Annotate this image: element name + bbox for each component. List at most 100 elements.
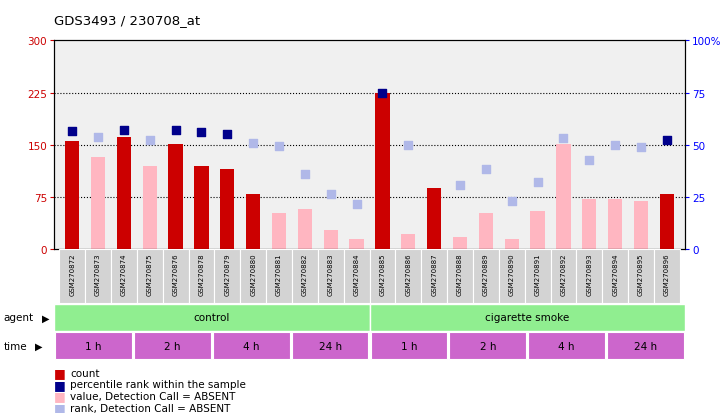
Text: value, Detection Call = ABSENT: value, Detection Call = ABSENT [70, 391, 235, 401]
Bar [91, 158, 105, 250]
Bar [447, 250, 473, 304]
Point [376, 90, 388, 97]
Bar [55, 332, 132, 359]
Text: GSM270874: GSM270874 [121, 253, 127, 295]
Bar [551, 250, 576, 304]
Text: GSM270890: GSM270890 [509, 253, 515, 296]
Point [480, 166, 492, 173]
Bar [453, 237, 467, 250]
Point [583, 158, 595, 164]
Bar [369, 304, 685, 331]
Bar [607, 332, 684, 359]
Bar [608, 200, 622, 250]
Text: ▶: ▶ [35, 341, 42, 351]
Bar [246, 201, 260, 250]
Text: 24 h: 24 h [319, 341, 342, 351]
Bar [188, 250, 214, 304]
Bar [240, 250, 266, 304]
Text: 1 h: 1 h [85, 341, 102, 351]
Bar [134, 332, 211, 359]
Bar [576, 250, 602, 304]
Text: GSM270878: GSM270878 [198, 253, 205, 296]
Bar [85, 250, 111, 304]
Bar [298, 209, 312, 250]
Bar [54, 304, 369, 331]
Bar [654, 250, 680, 304]
Bar [59, 250, 85, 304]
Bar [266, 250, 292, 304]
Text: time: time [4, 341, 27, 351]
Point [661, 138, 673, 144]
Bar [163, 250, 188, 304]
Bar [292, 332, 368, 359]
Bar [395, 250, 421, 304]
Point [170, 127, 182, 133]
Bar [369, 250, 395, 304]
Point [325, 191, 337, 197]
Bar [318, 250, 344, 304]
Text: rank, Detection Call = ABSENT: rank, Detection Call = ABSENT [70, 403, 230, 413]
Text: control: control [194, 313, 230, 323]
Text: GSM270872: GSM270872 [69, 253, 75, 295]
Bar [401, 235, 415, 250]
Bar [111, 250, 137, 304]
Text: percentile rank within the sample: percentile rank within the sample [70, 380, 246, 389]
Text: ■: ■ [54, 389, 66, 403]
Point [247, 140, 259, 147]
Text: GSM270881: GSM270881 [276, 253, 282, 296]
Text: 24 h: 24 h [634, 341, 657, 351]
Text: GSM270896: GSM270896 [664, 253, 670, 296]
Text: GSM270875: GSM270875 [147, 253, 153, 295]
Bar [525, 250, 551, 304]
Bar [602, 250, 628, 304]
Text: ■: ■ [54, 378, 66, 391]
Bar [195, 166, 208, 250]
Point [66, 128, 78, 135]
Point [92, 134, 104, 140]
Bar [376, 93, 389, 250]
Bar [117, 137, 131, 250]
Bar [371, 332, 447, 359]
Text: GSM270889: GSM270889 [483, 253, 489, 296]
Point [144, 138, 156, 144]
Text: GSM270885: GSM270885 [379, 253, 386, 295]
Point [221, 132, 233, 138]
Text: cigarette smoke: cigarette smoke [485, 313, 570, 323]
Text: GSM270883: GSM270883 [328, 253, 334, 296]
Bar [528, 332, 605, 359]
Text: GSM270884: GSM270884 [353, 253, 360, 295]
Bar [214, 250, 240, 304]
Bar [350, 240, 363, 250]
Bar [499, 250, 525, 304]
Bar [344, 250, 369, 304]
Text: GSM270876: GSM270876 [172, 253, 179, 296]
Text: GSM270879: GSM270879 [224, 253, 230, 296]
Bar [272, 214, 286, 250]
Bar [557, 144, 570, 250]
Bar [169, 144, 182, 250]
Bar [582, 200, 596, 250]
Point [454, 183, 466, 189]
Bar [143, 166, 157, 250]
Point [506, 198, 518, 204]
Text: 4 h: 4 h [243, 341, 260, 351]
Text: GSM270886: GSM270886 [405, 253, 411, 296]
Point [609, 142, 621, 149]
Text: agent: agent [4, 313, 34, 323]
Text: GSM270888: GSM270888 [457, 253, 463, 296]
Text: GSM270893: GSM270893 [586, 253, 592, 296]
Bar [479, 214, 493, 250]
Bar [634, 201, 648, 250]
Point [299, 171, 311, 178]
Bar [427, 189, 441, 250]
Bar [65, 142, 79, 250]
Bar [421, 250, 447, 304]
Text: ▶: ▶ [42, 313, 49, 323]
Bar [505, 240, 519, 250]
Bar [449, 332, 526, 359]
Text: 2 h: 2 h [164, 341, 181, 351]
Bar [246, 194, 260, 250]
Bar [531, 211, 544, 250]
Point [351, 202, 363, 208]
Text: GSM270891: GSM270891 [534, 253, 541, 296]
